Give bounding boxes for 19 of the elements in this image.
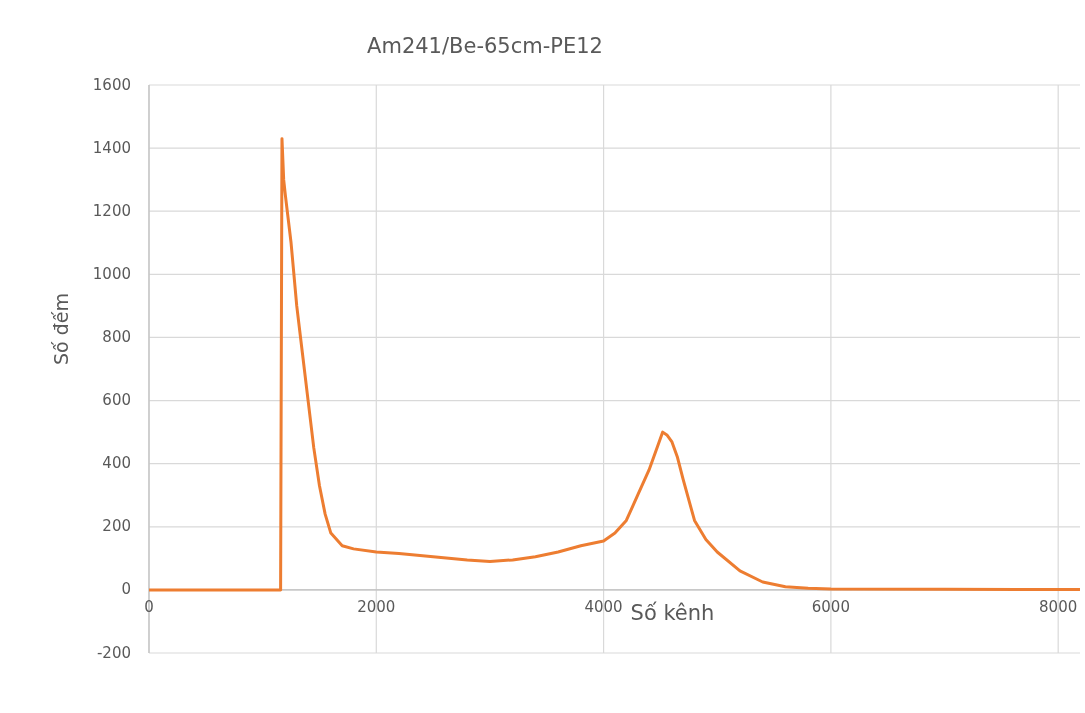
y-tick-label: -200: [96, 643, 131, 662]
y-tick-label: 1600: [92, 75, 131, 94]
y-tick-label: 1200: [92, 201, 131, 220]
y-tick-label: 600: [102, 391, 131, 410]
x-axis-title: Số kênh: [630, 600, 715, 625]
x-tick-label: 6000: [811, 597, 850, 616]
x-tick-label: 2000: [357, 597, 396, 616]
y-axis-title: Số đếm: [50, 293, 72, 365]
y-tick-label: 200: [102, 517, 131, 536]
y-tick-label: 1400: [92, 138, 131, 157]
y-tick-label: 800: [102, 327, 131, 346]
line-series: [147, 137, 1082, 592]
y-tick-label: 400: [102, 454, 131, 473]
x-tick-label: 8000: [1039, 597, 1078, 616]
x-tick-label: 4000: [584, 597, 623, 616]
x-tick-label: 0: [144, 597, 154, 616]
y-tick-label: 1000: [92, 264, 131, 283]
y-tick-label: 0: [121, 580, 131, 599]
chart-title: Am241/Be-65cm-PE12: [367, 34, 603, 58]
